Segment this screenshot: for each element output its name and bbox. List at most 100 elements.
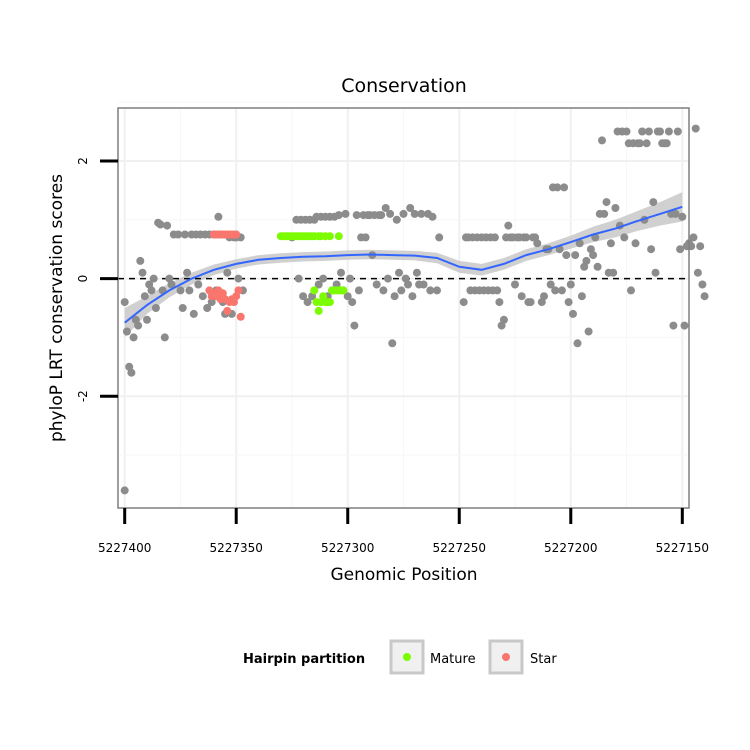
point-other (354, 286, 363, 295)
point-other (673, 127, 682, 136)
point-other (294, 274, 303, 283)
point-other (303, 298, 312, 307)
plot-area (117, 101, 709, 509)
point-other (194, 280, 203, 289)
legend-label-mature: Mature (430, 652, 476, 667)
point-other (647, 245, 656, 254)
point-other (589, 251, 598, 260)
y-axis-title: phyloP LRT conservation scores (47, 174, 67, 442)
point-other (383, 274, 392, 283)
point-other (388, 339, 397, 348)
x-tick-label: 5227250 (433, 541, 486, 555)
point-other (138, 268, 147, 277)
point-other (214, 212, 223, 221)
point-other (314, 280, 323, 289)
point-other (671, 209, 680, 218)
point-other (676, 245, 685, 254)
point-other (562, 251, 571, 260)
point-other (600, 209, 609, 218)
legend-entry-star: Star (488, 639, 557, 675)
point-other (410, 209, 419, 218)
point-other (499, 315, 508, 324)
point-other (620, 233, 629, 242)
point-other (511, 280, 519, 289)
x-tick-label: 5227300 (321, 541, 374, 555)
point-other (419, 280, 428, 289)
plot-border (117, 107, 690, 509)
point-other (377, 211, 386, 220)
point-other (174, 230, 183, 239)
point-mature (339, 286, 348, 295)
point-other (167, 280, 176, 289)
point-other (698, 280, 707, 289)
point-other (417, 209, 426, 218)
point-other (352, 211, 361, 220)
point-other (140, 292, 149, 301)
y-tick-label: -2 (76, 390, 90, 402)
point-other (493, 286, 502, 295)
point-other (185, 286, 194, 295)
point-other (160, 333, 169, 342)
point-other (609, 268, 618, 277)
point-other (428, 212, 437, 221)
point-mature (325, 298, 334, 307)
point-other (680, 321, 689, 330)
point-other (459, 298, 468, 307)
point-other (386, 209, 395, 218)
point-other (372, 280, 381, 289)
point-other (662, 139, 671, 148)
point-other (203, 304, 212, 312)
point-other (392, 215, 401, 224)
point-star (232, 230, 241, 239)
point-other (299, 292, 308, 301)
point-other (564, 298, 573, 307)
legend-dot-star (502, 653, 510, 661)
point-other (598, 136, 606, 145)
chart-title: Conservation (341, 75, 467, 97)
point-mature (334, 232, 343, 241)
point-other (495, 298, 504, 307)
x-axis-title: Genomic Position (330, 565, 477, 585)
y-tick-label: 0 (76, 275, 90, 283)
point-other (566, 280, 575, 289)
point-mature (310, 286, 319, 295)
point-other (334, 211, 343, 220)
point-other (136, 256, 145, 265)
point-other (504, 221, 513, 230)
point-other (435, 233, 444, 242)
point-other (635, 139, 644, 148)
point-other (582, 256, 591, 265)
y-axis: 2 0 -2 (76, 157, 118, 402)
point-other (381, 204, 390, 212)
point-other (573, 339, 582, 348)
point-other (183, 268, 192, 277)
point-other (553, 183, 562, 192)
point-other (147, 286, 156, 295)
point-other (678, 212, 687, 221)
point-other (689, 233, 698, 242)
legend-entry-mature: Mature (389, 639, 476, 675)
point-other (571, 251, 580, 260)
point-other (395, 268, 403, 277)
point-other (584, 327, 593, 336)
point-other (122, 327, 131, 336)
point-other (575, 239, 584, 248)
x-tick-label: 5227400 (98, 541, 151, 555)
point-other (163, 221, 172, 230)
points-layer (120, 124, 709, 495)
point-other (127, 368, 136, 377)
point-other (693, 268, 702, 277)
point-other (406, 204, 415, 212)
point-other (341, 209, 350, 218)
point-other (178, 304, 187, 312)
point-other (234, 274, 243, 283)
point-mature (314, 306, 323, 315)
point-star (236, 312, 245, 321)
point-other (433, 286, 441, 295)
legend: Hairpin partition Mature Star (243, 639, 557, 675)
point-other (350, 321, 359, 330)
point-other (560, 183, 569, 192)
point-other (649, 198, 658, 207)
point-other (343, 292, 352, 301)
point-other (517, 292, 526, 301)
